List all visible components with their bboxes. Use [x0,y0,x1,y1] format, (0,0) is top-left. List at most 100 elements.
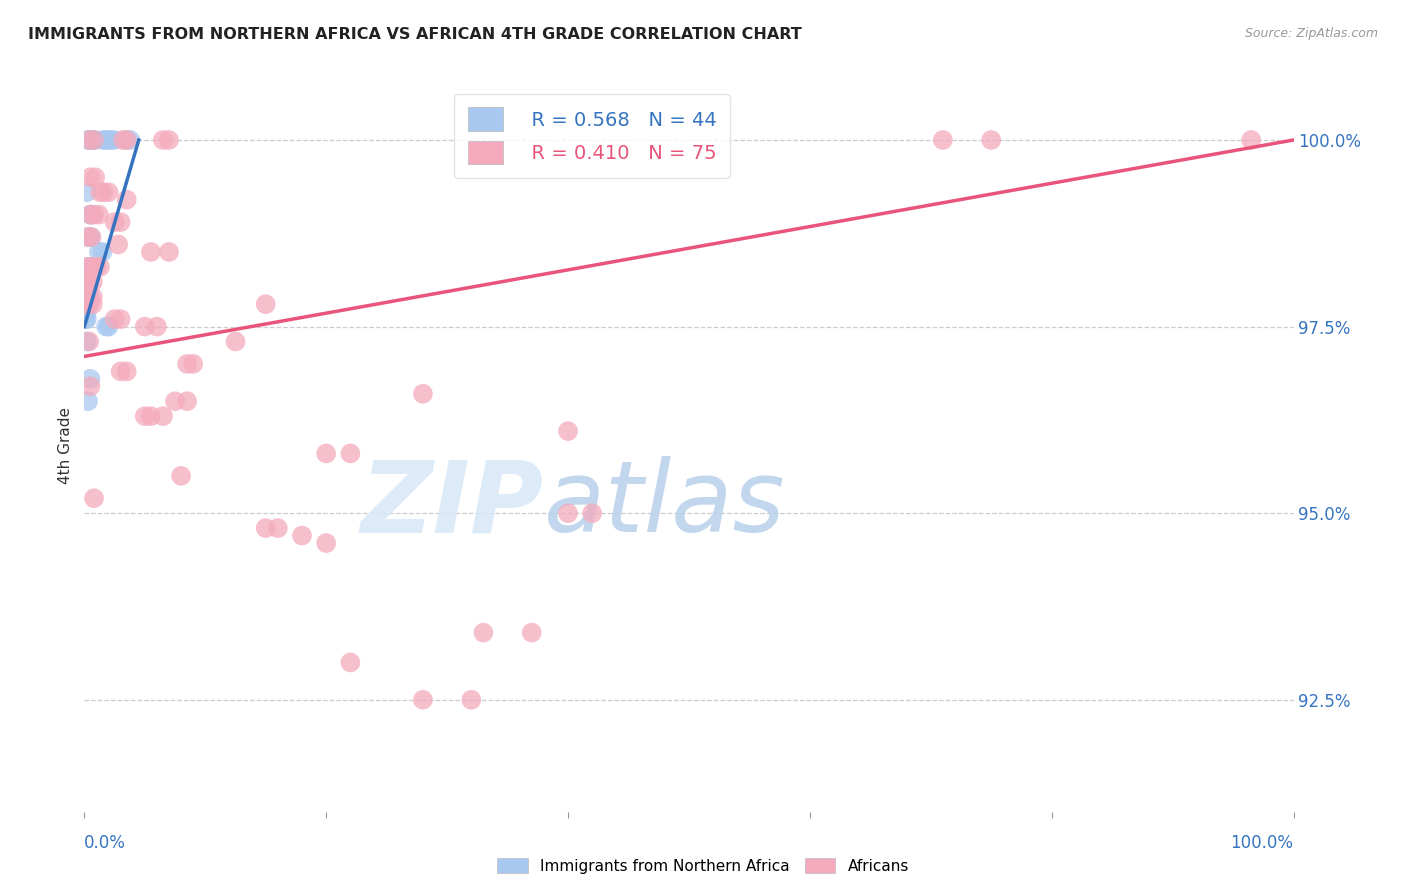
Text: atlas: atlas [544,456,786,553]
Point [77,133,100,147]
Point [79,170,101,185]
Point [176,357,198,371]
Point [557,506,579,520]
Point [176,394,198,409]
Point [77,297,100,311]
Point [97,319,120,334]
Point [157,133,180,147]
Text: Source: ZipAtlas.com: Source: ZipAtlas.com [1244,27,1378,40]
Point [107,237,129,252]
Point [80,230,103,244]
Point [152,409,174,424]
Point [104,215,127,229]
Point [76,312,98,326]
Point [79,208,101,222]
Point [82,290,104,304]
Point [77,394,100,409]
Point [91,133,114,147]
Point [80,208,103,222]
Point [83,208,105,222]
Point [97,133,120,147]
Point [115,133,138,147]
Point [170,468,193,483]
Point [581,506,603,520]
Point [980,133,1002,147]
Point [134,319,156,334]
Point [254,297,277,311]
Point [83,133,105,147]
Point [77,260,100,274]
Point [557,424,579,438]
Point [79,290,101,304]
Point [115,364,138,378]
Point [115,133,138,147]
Point [82,297,104,311]
Point [82,133,104,147]
Point [77,260,100,274]
Point [80,133,103,147]
Point [77,275,100,289]
Point [76,290,98,304]
Point [110,364,132,378]
Point [315,536,337,550]
Text: IMMIGRANTS FROM NORTHERN AFRICA VS AFRICAN 4TH GRADE CORRELATION CHART: IMMIGRANTS FROM NORTHERN AFRICA VS AFRIC… [28,27,801,42]
Point [77,230,100,244]
Point [93,186,115,200]
Point [76,304,98,318]
Point [412,692,434,706]
Point [157,244,180,259]
Point [146,319,169,334]
Point [83,491,105,506]
Legend:   R = 0.568   N = 44,   R = 0.410   N = 75: R = 0.568 N = 44, R = 0.410 N = 75 [454,94,730,178]
Point [225,334,247,349]
Point [75,282,97,296]
Point [100,133,122,147]
Point [79,133,101,147]
Point [80,260,103,274]
Point [82,275,104,289]
Point [91,244,114,259]
Point [267,521,290,535]
Point [76,282,98,296]
Point [84,170,107,185]
Point [77,230,100,244]
Point [472,625,495,640]
Point [77,275,100,289]
Point [110,312,132,326]
Point [120,133,142,147]
Point [77,334,100,349]
Point [76,297,98,311]
Point [460,692,482,706]
Point [79,208,101,222]
Point [89,260,111,274]
Point [181,357,204,371]
Text: ZIP: ZIP [361,456,544,553]
Point [115,193,138,207]
Point [1240,133,1263,147]
Point [165,394,187,409]
Point [104,312,127,326]
Point [291,528,314,542]
Point [134,409,156,424]
Point [86,260,108,274]
Y-axis label: 4th Grade: 4th Grade [58,408,73,484]
Point [412,386,434,401]
Point [110,215,132,229]
Text: 0.0%: 0.0% [84,834,127,852]
Point [94,319,117,334]
Point [89,186,111,200]
Point [83,133,105,147]
Point [75,275,97,289]
Point [77,275,100,289]
Point [79,230,101,244]
Point [76,275,98,289]
Point [152,133,174,147]
Text: 100.0%: 100.0% [1230,834,1294,852]
Point [79,379,101,393]
Point [104,133,127,147]
Point [75,312,97,326]
Point [932,133,955,147]
Point [139,409,162,424]
Point [315,446,337,460]
Point [75,297,97,311]
